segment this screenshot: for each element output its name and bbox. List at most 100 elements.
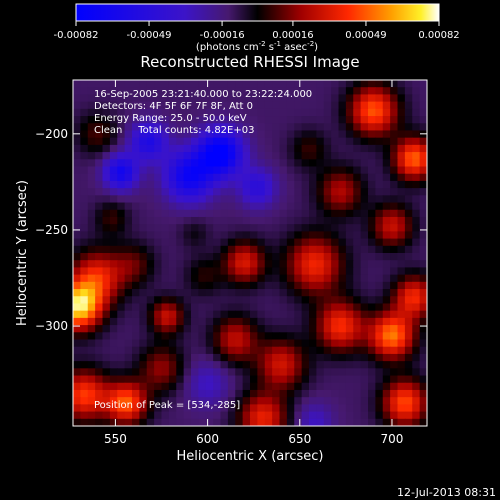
heatmap-cell: [279, 310, 288, 319]
heatmap-cell: [168, 281, 177, 290]
heatmap-cell: [390, 339, 399, 348]
heatmap-cell: [368, 375, 376, 384]
heatmap-cell: [345, 346, 354, 355]
heatmap-cell: [235, 80, 244, 88]
heatmap-cell: [382, 361, 391, 369]
heatmap-cell: [316, 303, 325, 312]
heatmap-cell: [286, 159, 295, 168]
heatmap-cell: [73, 368, 81, 377]
heatmap-cell: [390, 274, 399, 283]
heatmap-cell: [242, 325, 251, 333]
heatmap-cell: [80, 361, 89, 369]
heatmap-cell: [309, 94, 317, 103]
heatmap-cell: [264, 281, 273, 290]
heatmap-cell: [419, 375, 427, 384]
heatmap-cell: [338, 108, 347, 117]
heatmap-cell: [146, 216, 155, 225]
heatmap-cell: [419, 130, 427, 139]
heatmap-cell: [309, 224, 317, 232]
heatmap-cell: [132, 238, 140, 247]
heatmap-cell: [301, 130, 310, 139]
heatmap-cell: [353, 361, 362, 369]
heatmap-cell: [154, 80, 163, 88]
heatmap-cell: [360, 339, 369, 348]
heatmap-cell: [257, 116, 266, 124]
heatmap-cell: [294, 339, 303, 348]
heatmap-cell: [301, 411, 310, 420]
heatmap-cell: [323, 209, 332, 218]
heatmap-cell: [205, 281, 214, 290]
heatmap-cell: [80, 144, 89, 153]
heatmap-cell: [257, 209, 266, 218]
heatmap-cell: [419, 195, 427, 204]
heatmap-cell: [264, 267, 273, 276]
heatmap-cell: [117, 224, 126, 232]
heatmap-cell: [205, 397, 214, 405]
heatmap-cell: [272, 188, 281, 196]
heatmap-cell: [250, 130, 258, 139]
heatmap-cell: [368, 123, 376, 132]
heatmap-cell: [139, 130, 148, 139]
heatmap-cell: [345, 339, 354, 348]
heatmap-cell: [191, 325, 199, 333]
heatmap-cell: [404, 245, 413, 254]
heatmap-cell: [257, 325, 266, 333]
heatmap-cell: [404, 310, 413, 319]
heatmap-cell: [95, 159, 104, 168]
heatmap-cell: [397, 166, 406, 175]
heatmap-cell: [286, 375, 295, 384]
heatmap-cell: [397, 339, 406, 348]
heatmap-cell: [102, 325, 111, 333]
heatmap-cell: [102, 303, 111, 312]
heatmap-cell: [412, 253, 421, 261]
heatmap-cell: [132, 397, 140, 405]
heatmap-cell: [331, 108, 340, 117]
heatmap-cell: [154, 166, 163, 175]
heatmap-cell: [301, 361, 310, 369]
heatmap-cell: [345, 94, 354, 103]
heatmap-cell: [323, 216, 332, 225]
heatmap-cell: [323, 238, 332, 247]
heatmap-cell: [235, 397, 244, 405]
heatmap-cell: [109, 144, 118, 153]
heatmap-cell: [382, 325, 391, 333]
heatmap-cell: [316, 296, 325, 305]
heatmap-cell: [87, 418, 96, 426]
heatmap-cell: [132, 303, 140, 312]
heatmap-cell: [161, 267, 170, 276]
heatmap-cell: [264, 202, 273, 211]
heatmap-cell: [117, 173, 126, 182]
heatmap-cell: [95, 253, 104, 261]
heatmap-cell: [397, 411, 406, 420]
heatmap-cell: [102, 144, 111, 153]
heatmap-cell: [368, 202, 376, 211]
heatmap-cell: [161, 411, 170, 420]
heatmap-cell: [117, 382, 126, 391]
heatmap-cell: [139, 389, 148, 398]
heatmap-cell: [80, 238, 89, 247]
heatmap-cell: [124, 116, 133, 124]
heatmap-cell: [227, 260, 236, 269]
heatmap-cell: [102, 152, 111, 160]
heatmap-cell: [419, 411, 427, 420]
heatmap-cell: [198, 101, 207, 110]
heatmap-cell: [235, 389, 244, 398]
heatmap-cell: [286, 310, 295, 319]
heatmap-cell: [309, 238, 317, 247]
heatmap-cell: [235, 173, 244, 182]
heatmap-cell: [286, 188, 295, 196]
heatmap-cell: [198, 389, 207, 398]
heatmap-cell: [309, 325, 317, 333]
heatmap-cell: [382, 238, 391, 247]
heatmap-cell: [286, 303, 295, 312]
heatmap-cell: [294, 159, 303, 168]
heatmap-cell: [331, 267, 340, 276]
heatmap-cell: [375, 332, 384, 341]
heatmap-cell: [338, 238, 347, 247]
heatmap-cell: [87, 108, 96, 117]
heatmap-cell: [309, 144, 317, 153]
heatmap-cell: [257, 253, 266, 261]
heatmap-cell: [205, 188, 214, 196]
heatmap-cell: [250, 325, 258, 333]
